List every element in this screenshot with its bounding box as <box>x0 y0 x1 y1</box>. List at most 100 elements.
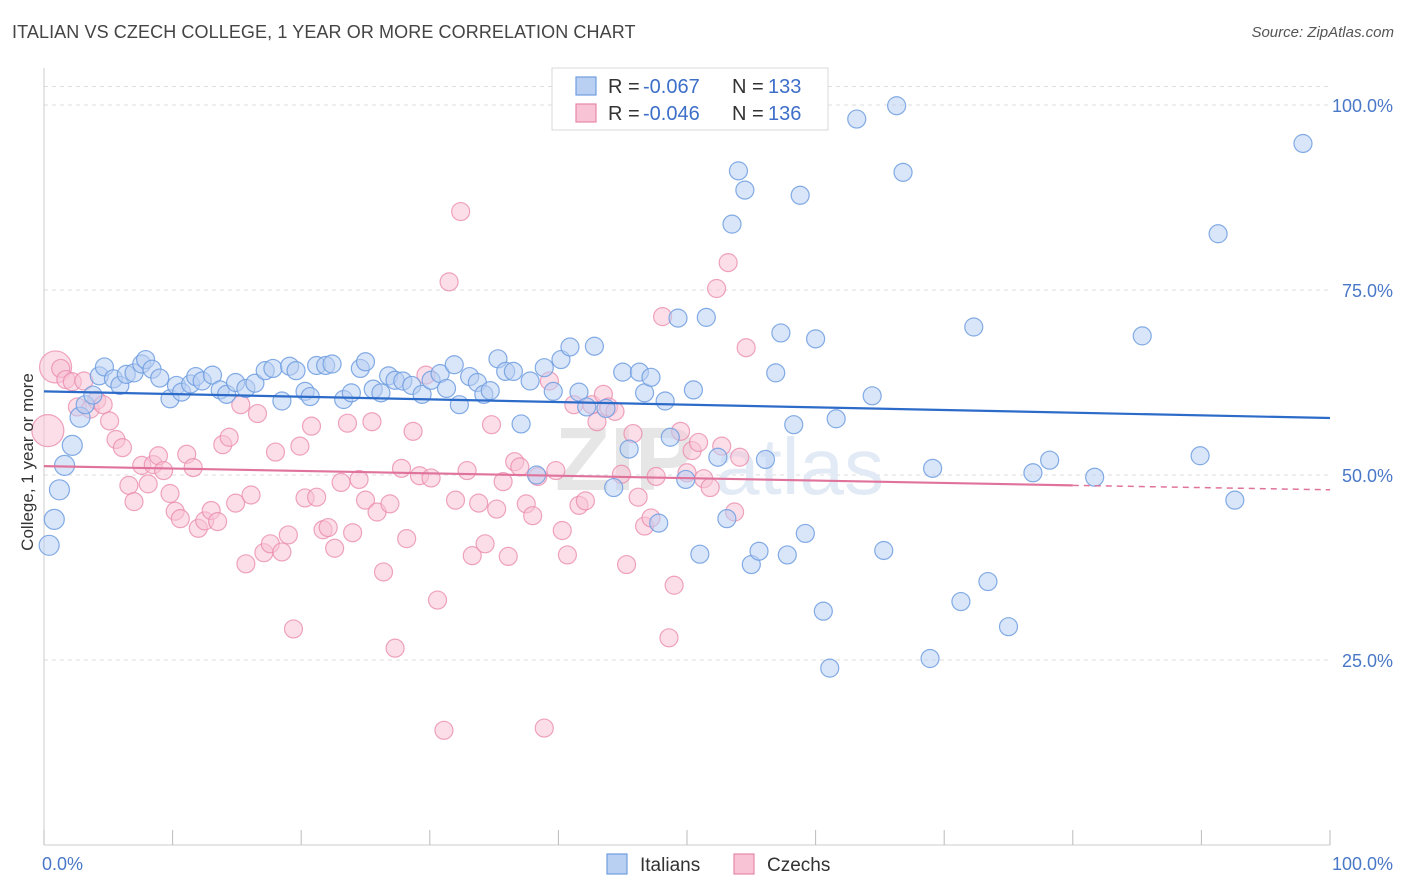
italians-point-53 <box>436 378 457 399</box>
watermark-zip: ZIP <box>555 410 695 510</box>
italians-point-34 <box>286 361 306 381</box>
y-tick-label-3: 100.0% <box>1332 96 1393 116</box>
czechs-point-70 <box>457 460 477 481</box>
italians-point-31 <box>263 358 283 379</box>
czechs-point-24 <box>183 458 203 478</box>
czechs-point-73 <box>475 534 495 554</box>
italians-point-2 <box>48 479 71 501</box>
italians-point-122 <box>1208 224 1228 244</box>
y-axis-label: College, 1 year or more <box>18 373 37 551</box>
x-tick-labels: 0.0% 100.0% <box>42 854 1393 874</box>
czechs-point-69 <box>451 201 471 222</box>
czechs-point-28 <box>208 512 228 532</box>
czechs-point-81 <box>523 506 543 526</box>
czechs-point-19 <box>153 460 174 481</box>
trendlines <box>43 390 1331 491</box>
czechs-point-109 <box>688 432 709 453</box>
legend-swatch-czechs <box>575 103 597 123</box>
italians-point-43 <box>355 352 376 372</box>
czechs-point-71 <box>462 546 482 566</box>
czechs-point-74 <box>481 415 502 435</box>
italians-point-100 <box>790 185 810 205</box>
italians-point-102 <box>805 329 826 349</box>
czechs-point-44 <box>301 416 322 436</box>
czechs-point-20 <box>160 483 180 504</box>
italians-point-99 <box>784 415 804 435</box>
czechs-point-65 <box>427 590 448 610</box>
czechs-point-60 <box>397 529 417 549</box>
czechs-point-68 <box>445 490 466 510</box>
czechs-point-99 <box>628 487 648 507</box>
czechs-point-59 <box>391 458 412 478</box>
italians-point-82 <box>660 427 680 447</box>
czechs-point-16 <box>138 474 158 494</box>
italians-point-84 <box>676 469 696 490</box>
italians-point-29 <box>245 373 265 393</box>
x-tick-label-1: 100.0% <box>1332 854 1393 874</box>
czechs-point-66 <box>434 720 454 740</box>
legend-r-label-italians: R = <box>608 76 640 98</box>
italians-point-55 <box>449 395 469 415</box>
legend-swatch-italians <box>575 76 597 96</box>
italians-point-98 <box>777 545 797 565</box>
czechs-point-90 <box>575 491 596 511</box>
czechs-point-64 <box>421 468 441 488</box>
italians-point-71 <box>577 397 597 417</box>
italians-point-118 <box>1040 450 1060 470</box>
italians-point-24 <box>202 365 223 385</box>
italians-point-117 <box>1023 463 1043 483</box>
czechs-point-105 <box>664 575 684 595</box>
italians-point-89 <box>717 509 737 529</box>
legend-n-value-italians: 133 <box>768 76 801 98</box>
czechs-point-13 <box>119 475 139 495</box>
czechs-point-45 <box>307 487 327 507</box>
italians-point-115 <box>978 571 998 592</box>
czechs-point-40 <box>278 525 298 545</box>
italians-point-67 <box>543 381 563 401</box>
czechs-point-114 <box>718 253 738 273</box>
italians-point-0 <box>38 534 60 556</box>
czechs-point-112 <box>706 278 727 299</box>
axes <box>43 68 1331 846</box>
italians-point-104 <box>820 658 840 678</box>
italians-point-105 <box>826 409 846 429</box>
stats-legend: R = -0.067 N = 133 R = -0.046 N = 136 <box>551 67 829 131</box>
italians-point-62 <box>503 361 523 381</box>
czechs-point-77 <box>498 546 518 567</box>
watermark: ZIP atlas <box>555 410 884 511</box>
italians-point-69 <box>560 337 580 357</box>
italians-point-63 <box>511 414 531 434</box>
y-tick-labels: 25.0% 50.0% 75.0% 100.0% <box>1332 96 1393 671</box>
czechs-trendline <box>43 465 1073 487</box>
italians-point-109 <box>887 96 907 116</box>
czechs-point-41 <box>283 619 304 639</box>
legend-r-label-czechs: R = <box>608 103 640 125</box>
czechs-point-30 <box>219 427 239 447</box>
italians-point-64 <box>520 371 540 391</box>
czechs-point-117 <box>736 338 756 358</box>
italians-point-103 <box>813 601 833 621</box>
bottom-legend-swatch-czechs <box>733 853 755 875</box>
italians-point-107 <box>862 386 882 406</box>
czechs-point-52 <box>349 469 369 490</box>
czechs-point-38 <box>265 442 286 462</box>
italians-trendline <box>43 390 1331 420</box>
czechs-point-61 <box>403 421 423 441</box>
italians-point-66 <box>534 358 554 378</box>
czechs-point-35 <box>247 403 268 424</box>
czechs-trendline-extension <box>1072 484 1331 491</box>
bottom-legend-swatch-italians <box>606 853 628 875</box>
czechs-point-67 <box>439 272 459 292</box>
legend-n-value-czechs: 136 <box>768 103 801 125</box>
italians-points <box>38 96 1313 678</box>
czechs-point-83 <box>534 718 554 738</box>
italians-point-32 <box>272 391 292 411</box>
italians-point-81 <box>655 391 675 411</box>
czechs-point-50 <box>337 413 358 433</box>
italians-point-41 <box>341 383 361 403</box>
czechs-points <box>31 201 756 740</box>
italians-point-87 <box>696 307 716 327</box>
czechs-point-39 <box>272 542 292 562</box>
legend-n-label-italians: N = <box>732 76 764 98</box>
